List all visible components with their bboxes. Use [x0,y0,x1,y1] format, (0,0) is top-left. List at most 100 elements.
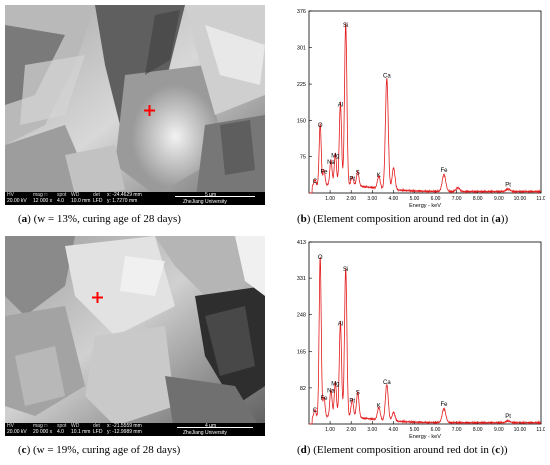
caption-ref: c [495,444,501,456]
peak-label-o: O [318,255,323,261]
sem-image-c: HV 20.00 kV mag □ 20 000 x spot 4.0 WD 10.1 … [5,236,265,436]
eds-chart-b: 75 150 225 301 376 1.00 2.00 3.00 4.00 5.00 6.00 7.… [287,5,545,215]
y-tick-label: 301 [297,45,306,51]
red-dot-marker-c [91,291,104,304]
spectrum-line [309,256,542,426]
hv-label: HV [7,423,14,429]
peak-label-mg: Mg [331,382,339,388]
spot-value: 4.0 [57,198,64,204]
y-tick-label: 165 [297,349,306,355]
eds-spectrum-svg-b: 75 150 225 301 376 1.00 2.00 3.00 4.00 5.00 6.00 7.… [297,9,545,209]
x-tick-label: 9.00 [494,196,504,202]
peak-label-si: Si [343,267,348,273]
coord-x: x: -21.5559 mm [107,423,142,429]
sem-info-bar-c: HV 20.00 kV mag □ 20 000 x spot 4.0 WD 10.1 … [5,423,265,436]
wd-value: 10.1 mm [71,429,91,435]
red-dot-marker-a [143,104,156,117]
caption-text-end: )) [500,213,509,225]
caption-letter: d [300,444,307,456]
peak-label-fe: Fe [440,402,448,408]
peak-label-si: Si [343,23,348,29]
peak-label-al: Al [338,103,343,109]
panel-a: HV 20.00 kV mag □ 12 000 x spot 4.0 WD 10.0 … [0,0,270,232]
eds-chart-d: 82 165 248 331 413 1.00 2.00 3.00 4.00 5.00 6.00 7.… [287,236,545,446]
caption-text: (Element composition around red dot in ( [313,213,496,225]
mag-value: 20 000 x [33,429,53,435]
coord-y: y: 1.7270 mm [107,198,138,204]
panel-c: HV 20.00 kV mag □ 20 000 x spot 4.0 WD 10.1 … [0,232,270,465]
x-tick-label: 4.00 [388,427,398,433]
hv-label: HV [7,192,14,198]
caption-b: (b) (Element composition around red dot … [297,213,509,225]
scale-label: 4 μm [205,423,217,429]
mag-value: 12 000 x [33,198,53,204]
panel-b: 75 150 225 301 376 1.00 2.00 3.00 4.00 5.00 6.00 7.… [0,0,550,232]
peak-label-o: O [318,123,323,129]
y-tick-label: 225 [297,82,306,88]
peak-label-pt: Pt [505,183,511,189]
hv-value: 20.00 kV [7,429,27,435]
institution: ZheJiang University [183,199,227,205]
peak-label-pt: Pt [505,414,511,420]
caption-letter: a [21,213,28,225]
peak-label-ca: Ca [383,74,391,80]
peak-label-pt: Pt [349,398,355,404]
sem-image-a: HV 20.00 kV mag □ 12 000 x spot 4.0 WD 10.0 … [5,5,265,205]
caption-letter: b [300,213,307,225]
x-tick-label: 5.00 [410,427,420,433]
x-tick-label: 8.00 [473,196,483,202]
x-tick-label: 7.00 [452,427,462,433]
scale-label: 5 μm [205,192,217,198]
x-tick-label: 2.00 [346,196,356,202]
wd-label: WD [71,192,80,198]
x-tick-label: 8.00 [473,427,483,433]
peak-label-k: K [377,404,381,410]
caption-text: (w = 13%, curing age of 28 days) [33,213,181,225]
caption-text: (Element composition around red dot in ( [313,444,496,456]
peak-label-fe: Fe [320,396,328,402]
spot-label: spot [57,423,67,429]
mag-label: mag □ [33,192,48,198]
caption-text-end: )) [500,444,508,456]
spot-value: 4.0 [57,429,64,435]
sem-info-bar-a: HV 20.00 kV mag □ 12 000 x spot 4.0 WD 10.0 … [5,192,265,205]
plot-frame [308,10,542,194]
sem-texture-a [5,5,265,205]
x-axis-label: Energy - keV [409,203,441,209]
peak-label-c: C [313,408,318,414]
x-tick-label: 10.00 [514,196,527,202]
caption-text: (w = 19%, curing age of 28 days) [32,444,181,456]
peak-label-al: Al [338,321,343,327]
peak-label-s: S [356,170,360,176]
peak-label-na: Na [327,160,335,166]
y-tick-label: 331 [297,276,306,282]
spot-label: spot [57,192,67,198]
x-tick-label: 6.00 [431,196,441,202]
wd-value: 10.0 mm [71,198,91,204]
caption-ref: a [495,213,501,225]
x-tick-label: 1.00 [325,427,335,433]
spectrum-line [309,23,542,194]
caption-d: (d) (Element composition around red dot … [297,444,508,456]
x-tick-label: 6.00 [431,427,441,433]
y-tick-label: 82 [300,386,306,392]
det-value: LFD [93,198,103,204]
sem-texture-c [5,236,265,436]
peak-label-c: C [313,179,318,185]
peak-label-mg: Mg [331,154,339,160]
institution: ZheJiang University [183,430,227,436]
x-tick-label: 11.0 [536,427,545,433]
peak-label-s: S [356,390,360,396]
x-tick-label: 1.00 [325,196,335,202]
x-tick-label: 9.00 [494,427,504,433]
wd-label: WD [71,423,80,429]
panel-d: 82 165 248 331 413 1.00 2.00 3.00 4.00 5.00 6.00 7.… [0,232,550,465]
y-tick-label: 75 [300,155,306,161]
peak-label-pt: Pt [349,176,355,182]
peak-label-fe: Fe [320,170,328,176]
x-tick-label: 2.00 [346,427,356,433]
y-tick-label: 413 [297,240,306,246]
peak-label-na: Na [327,389,335,395]
hv-value: 20.00 kV [7,198,27,204]
x-tick-label: 4.00 [388,196,398,202]
